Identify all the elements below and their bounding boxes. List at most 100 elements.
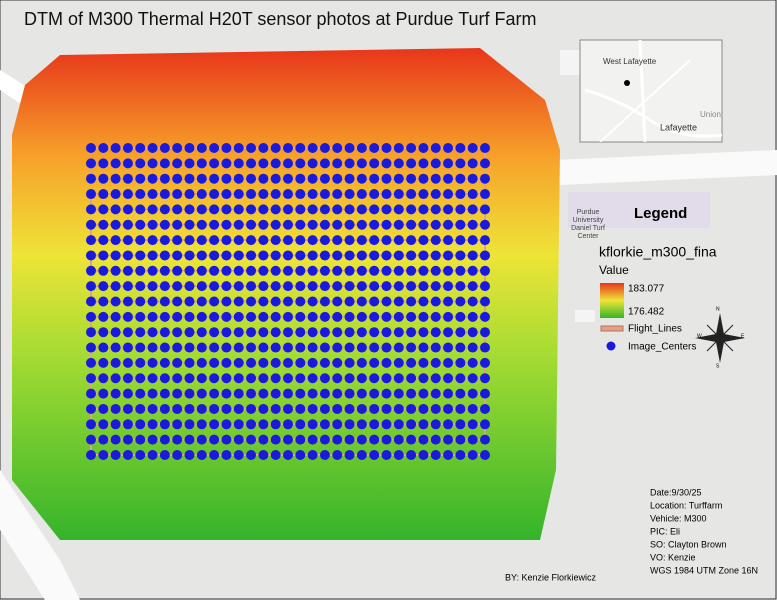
image-center <box>295 281 306 292</box>
info-line: VO: Kenzie <box>650 552 696 562</box>
image-center <box>344 235 355 246</box>
building <box>575 310 595 322</box>
image-center <box>283 296 293 307</box>
image-center <box>356 311 367 322</box>
image-center <box>480 434 490 445</box>
image-center <box>430 403 441 414</box>
image-center <box>196 250 207 261</box>
image-center <box>443 373 454 384</box>
image-center <box>246 204 257 215</box>
image-center <box>430 219 441 230</box>
image-center <box>356 327 367 338</box>
image-center <box>295 189 306 200</box>
image-center <box>418 281 429 292</box>
image-center <box>233 143 244 153</box>
image-center <box>98 189 109 200</box>
image-center <box>98 327 109 338</box>
image-center <box>122 189 133 200</box>
image-center <box>307 281 318 292</box>
image-center <box>196 388 207 399</box>
image-center <box>135 311 146 322</box>
image-center <box>295 158 306 169</box>
image-center <box>418 388 429 399</box>
image-center <box>344 388 355 399</box>
image-center <box>430 250 441 261</box>
image-center <box>393 373 404 384</box>
image-center <box>443 235 454 246</box>
image-center <box>159 327 170 338</box>
image-center <box>221 419 232 430</box>
image-center <box>98 357 109 368</box>
image-center <box>393 219 404 230</box>
image-center <box>356 388 367 399</box>
image-center <box>233 373 244 384</box>
image-center <box>172 173 183 184</box>
image-center <box>122 235 133 246</box>
image-center <box>283 357 293 368</box>
image-center <box>184 219 195 230</box>
image-center <box>344 311 355 322</box>
image-center <box>283 143 293 153</box>
image-center <box>467 219 478 230</box>
image-center <box>381 143 392 153</box>
image-center <box>258 235 269 246</box>
image-center <box>233 250 244 261</box>
image-center <box>455 204 466 215</box>
image-center <box>467 388 478 399</box>
inset-map: West Lafayette Lafayette Union <box>579 39 723 143</box>
image-center <box>159 450 170 460</box>
image-center <box>159 158 170 169</box>
image-center <box>233 450 244 460</box>
image-center <box>159 311 170 322</box>
image-center <box>467 311 478 322</box>
image-center <box>418 342 429 353</box>
image-center <box>381 403 392 414</box>
image-center <box>283 235 293 246</box>
image-center <box>135 388 146 399</box>
image-center <box>233 265 244 276</box>
image-center <box>209 403 220 414</box>
image-center <box>172 357 183 368</box>
image-center <box>344 265 355 276</box>
image-center <box>480 327 490 338</box>
image-center <box>147 265 158 276</box>
image-center <box>356 419 367 430</box>
image-center <box>455 388 466 399</box>
image-center <box>319 143 330 153</box>
image-center <box>122 419 133 430</box>
image-center <box>110 189 121 200</box>
image-center <box>443 296 454 307</box>
image-center <box>98 342 109 353</box>
road <box>555 150 777 185</box>
image-center <box>480 311 490 322</box>
image-center <box>418 250 429 261</box>
image-center <box>233 388 244 399</box>
image-center <box>295 311 306 322</box>
image-center <box>135 403 146 414</box>
image-center <box>246 419 257 430</box>
image-center <box>406 219 417 230</box>
image-center <box>381 158 392 169</box>
image-center <box>246 173 257 184</box>
image-center <box>270 419 281 430</box>
image-center <box>319 419 330 430</box>
inset-road <box>584 88 722 138</box>
image-center <box>467 434 478 445</box>
image-center <box>110 250 121 261</box>
image-center <box>135 281 146 292</box>
image-center <box>172 342 183 353</box>
image-center <box>147 388 158 399</box>
image-center <box>98 265 109 276</box>
image-center <box>86 327 96 338</box>
image-center <box>418 434 429 445</box>
image-center <box>147 189 158 200</box>
image-center <box>172 419 183 430</box>
image-center <box>319 373 330 384</box>
image-center <box>332 450 343 460</box>
image-center <box>98 250 109 261</box>
image-center <box>381 311 392 322</box>
image-center <box>430 388 441 399</box>
image-center <box>406 434 417 445</box>
image-center <box>184 311 195 322</box>
image-center <box>196 265 207 276</box>
